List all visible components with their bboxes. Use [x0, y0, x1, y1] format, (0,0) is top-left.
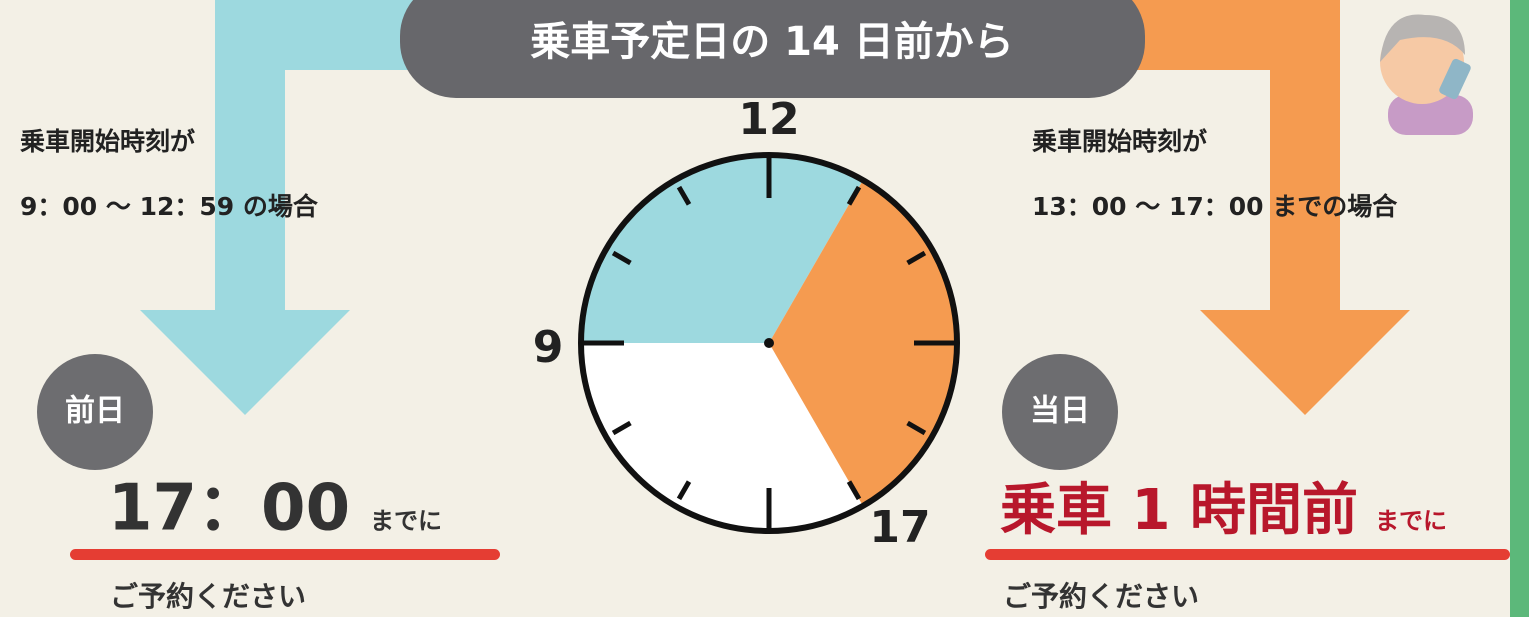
side-strip: [1510, 0, 1529, 617]
left-action: ご予約ください: [110, 580, 306, 613]
person-illustration: [1380, 15, 1473, 135]
header-title: 乗車予定日の 14 日前から: [530, 19, 1014, 65]
left-condition: 乗車開始時刻が: [20, 127, 195, 156]
clock-label: 9: [533, 322, 564, 373]
infographic: 乗車予定日の 14 日前から 乗車開始時刻が 9：00 〜 12：59 の場合 …: [0, 0, 1529, 617]
clock-label: 12: [738, 94, 799, 145]
right-deadline: 乗車 1 時間前: [1000, 478, 1358, 543]
clock-center: [764, 338, 774, 348]
clock: [581, 155, 957, 531]
clock-label: 17: [869, 502, 930, 553]
right-action: ご予約ください: [1003, 580, 1199, 613]
right-condition: 乗車開始時刻が: [1032, 127, 1207, 156]
right-underline: [985, 549, 1510, 560]
left-badge: 前日: [65, 394, 125, 429]
right-deadline-suffix: までに: [1375, 507, 1447, 535]
right-condition: 13：00 〜 17：00 までの場合: [1032, 192, 1398, 221]
left-deadline-suffix: までに: [370, 507, 442, 535]
left-deadline: 17：00: [108, 472, 350, 546]
left-condition: 9：00 〜 12：59 の場合: [20, 192, 319, 221]
right-badge: 当日: [1030, 394, 1090, 429]
left-underline: [70, 549, 500, 560]
